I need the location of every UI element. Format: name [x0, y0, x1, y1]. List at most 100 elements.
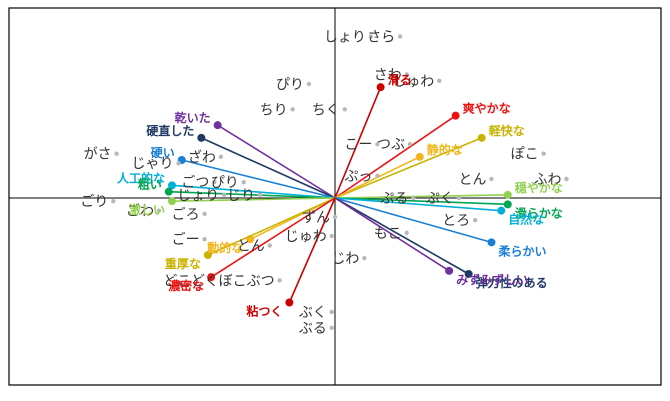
onomatopoeia-label: ぶく [299, 305, 327, 321]
adjective-label: 静的な [427, 142, 463, 157]
onomatopoeia-dot [329, 325, 334, 331]
vector-endpoint [168, 181, 176, 190]
onomatopoeia-point: ごわ [126, 204, 162, 220]
vector-line [210, 197, 336, 278]
onomatopoeia-point: じゃり [132, 156, 181, 172]
adjective-label: 濃密な [168, 278, 204, 293]
adjective-label: 穏やかな [515, 180, 563, 195]
vector-endpoint [197, 133, 206, 142]
onomatopoeia-dot [218, 154, 224, 160]
onomatopoeia-point: ぷる [380, 191, 416, 207]
vector-endpoint [376, 83, 385, 92]
onomatopoeia-dot [277, 278, 282, 283]
vector-line [334, 137, 483, 199]
onomatopoeia-point: もこ [374, 226, 409, 242]
vector-line [334, 115, 457, 199]
onomatopoeia-dot [407, 141, 413, 147]
onomatopoeia-label: ちり [260, 102, 288, 118]
vector-endpoint [487, 238, 496, 247]
onomatopoeia-label: もこ [374, 226, 402, 242]
onomatopoeia-dot [472, 217, 478, 223]
onomatopoeia-dot [267, 243, 272, 248]
adjective-vector [334, 133, 486, 199]
adjective-vector [207, 197, 336, 282]
onomatopoeia-dot [332, 214, 338, 220]
onomatopoeia-label: こー [344, 137, 372, 153]
onomatopoeia-point: しょり [324, 30, 374, 46]
adjective-label: 激しい [129, 202, 165, 217]
adjective-vector [168, 197, 336, 206]
adjective-vector [334, 197, 512, 209]
onomatopoeia-point: しゅわ [392, 74, 442, 90]
onomatopoeia-point: ぴり [211, 175, 246, 191]
onomatopoeia-dot [375, 173, 380, 179]
onomatopoeia-label: ぴり [276, 77, 304, 93]
adjective-vector [285, 197, 336, 307]
adjective-label: 滑らかな [515, 205, 563, 220]
adjective-vector [213, 121, 336, 199]
vector-line [168, 190, 336, 199]
onomatopoeia-point: とん [458, 172, 494, 188]
onomatopoeia-point: ごー [172, 232, 207, 248]
onomatopoeia-dot [404, 230, 409, 236]
onomatopoeia-point: どこどくぼこぶつ [163, 273, 282, 289]
onomatopoeia-point: ぷっ [344, 169, 380, 185]
onomatopoeia-dot [329, 233, 334, 239]
onomatopoeia-dot [241, 179, 246, 185]
onomatopoeia-point: ぷく [426, 191, 462, 207]
adjective-vector [168, 181, 336, 199]
onomatopoeia-dot [156, 208, 162, 213]
onomatopoeia-point: ちく [312, 102, 347, 118]
onomatopoeia-dot [489, 176, 494, 182]
onomatopoeia-point: ぴり [276, 77, 312, 93]
onomatopoeia-dot [368, 34, 374, 39]
onomatopoeia-point: ぶく [299, 305, 334, 321]
vector-line [288, 197, 336, 303]
onomatopoeia-dot [564, 176, 569, 182]
onomatopoeia-label: ふわ [533, 172, 561, 188]
adjective-vectors [164, 83, 512, 307]
onomatopoeia-point: じょり [177, 188, 227, 204]
adjective-label: 動的な [207, 240, 243, 255]
vector-endpoint [168, 197, 176, 206]
vector-line [334, 197, 450, 272]
vector-line [334, 197, 502, 212]
onomatopoeia-label: どこどくぼこぶつ [163, 273, 274, 289]
vector-endpoint [497, 206, 506, 215]
adjective-label: 弾力性のある [476, 275, 548, 290]
onomatopoeia-label: じゃり [132, 156, 174, 172]
onomatopoeia-label: ごわ [126, 204, 154, 220]
vector-line [334, 197, 492, 244]
vector-endpoint [503, 190, 512, 199]
onomatopoeia-point: じゅわ [285, 229, 334, 245]
adjective-label: 自然な [508, 212, 544, 227]
onomatopoeia-label: じゅわ [285, 229, 327, 245]
onomatopoeia-label: ぷっ [344, 169, 372, 185]
adjective-vector [197, 133, 336, 199]
onomatopoeia-dot [257, 192, 263, 198]
onomatopoeia-dot [290, 107, 295, 112]
onomatopoeia-label: ごろ [172, 207, 200, 223]
vector-line [217, 124, 336, 199]
onomatopoeia-label: さわ [374, 68, 402, 84]
onomatopoeia-point: ごり [80, 194, 116, 210]
onomatopoeia-label: じり [227, 188, 255, 204]
onomatopoeia-dot [541, 151, 546, 156]
onomatopoeia-dot [437, 78, 442, 84]
onomatopoeia-dot [362, 255, 367, 261]
vector-endpoint [451, 111, 460, 120]
adjective-label: 人工的な [117, 170, 165, 185]
adjective-vector [203, 197, 336, 259]
onomatopoeia-label: ずん [302, 210, 330, 226]
onomatopoeia-label: ぷく [426, 191, 454, 207]
onomatopoeia-point: ざわ [188, 149, 224, 166]
vector-line [334, 194, 508, 199]
vector-endpoint [464, 270, 473, 278]
onomatopoeia-dot [176, 160, 181, 166]
onomatopoeia-point: ぶる [299, 321, 334, 337]
onomatopoeia-label: ちく [312, 102, 340, 118]
vector-endpoint [207, 273, 216, 282]
vector-line [201, 137, 336, 199]
onomatopoeia-point: ごろ [172, 207, 207, 223]
